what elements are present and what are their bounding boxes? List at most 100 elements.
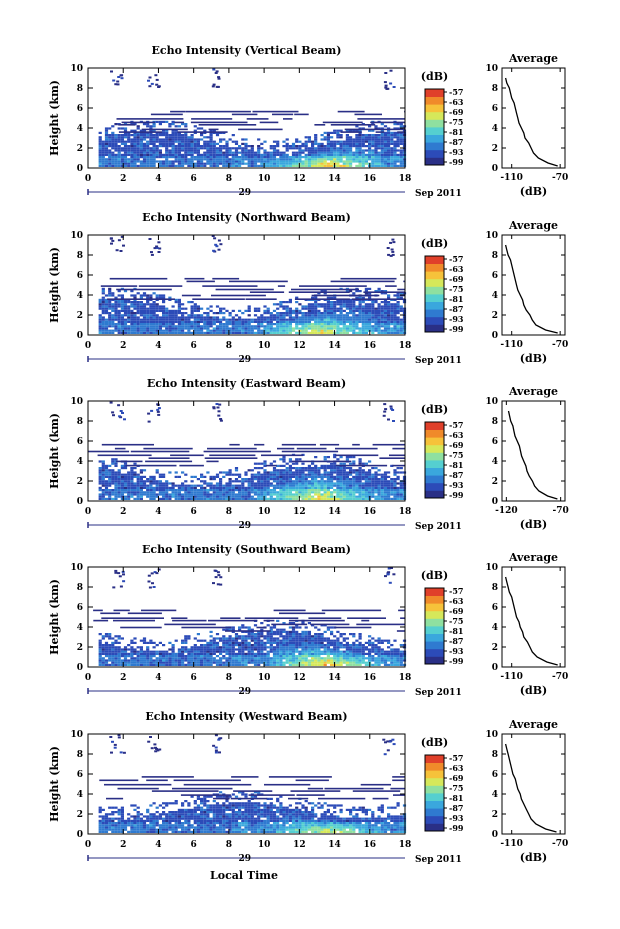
echo-cell	[250, 489, 254, 492]
echo-cell	[117, 156, 121, 159]
echo-cell	[120, 495, 124, 498]
echo-cell	[219, 309, 223, 312]
echo-cell	[111, 650, 115, 653]
echo-cell	[339, 140, 343, 143]
echo-cell	[101, 462, 105, 465]
echo-cell	[136, 158, 140, 161]
echo-cell	[387, 156, 391, 159]
echo-cell	[364, 473, 368, 476]
echo-cell	[171, 663, 175, 666]
echo-cell	[250, 158, 254, 161]
echo-cell	[269, 493, 273, 496]
echo-cell	[139, 162, 143, 165]
echo-cell	[149, 138, 153, 141]
echo-cell	[311, 158, 315, 161]
echo-cell	[304, 160, 308, 163]
echo-cell	[162, 659, 166, 662]
echo-cell	[136, 475, 140, 478]
echo-cell	[291, 471, 296, 474]
echo-cell	[171, 652, 175, 655]
echo-cell	[336, 136, 340, 139]
echo-cell	[104, 303, 109, 306]
echo-cell	[117, 136, 121, 139]
echo-cell	[317, 318, 321, 321]
echo-cell	[339, 149, 343, 152]
echo-cell	[393, 327, 397, 330]
echo-cell	[190, 655, 194, 658]
echo-cell	[174, 475, 178, 478]
echo-cell	[133, 331, 137, 334]
echo-cell	[260, 493, 264, 496]
echo-cell	[111, 320, 115, 323]
echo-cell	[304, 318, 308, 321]
echo-cell	[269, 325, 273, 328]
echo-cell	[209, 329, 213, 332]
echo-cell	[276, 491, 280, 494]
echo-cell	[333, 312, 337, 315]
echo-cell	[291, 482, 296, 485]
echo-cell	[222, 628, 226, 631]
echo-cell	[368, 312, 372, 315]
echo-cell	[396, 292, 400, 295]
echo-cell	[311, 489, 315, 492]
echo-cell	[257, 493, 261, 496]
echo-cell	[374, 484, 378, 487]
profile-y-tick-label: 8	[492, 417, 498, 427]
echo-cell	[399, 482, 403, 485]
echo-cell	[181, 648, 185, 651]
echo-cell	[212, 648, 216, 651]
echo-cell	[330, 149, 334, 152]
echo-cell	[387, 129, 391, 132]
echo-cell	[120, 661, 124, 664]
echo-cell	[387, 489, 391, 492]
echo-cell	[250, 329, 254, 332]
echo-cell	[123, 147, 128, 150]
echo-cell	[326, 491, 330, 494]
echo-cell	[326, 482, 330, 485]
echo-cell	[150, 82, 154, 85]
echo-cell	[98, 305, 102, 308]
echo-cell	[215, 162, 220, 165]
echo-cell	[276, 153, 280, 156]
echo-cell	[190, 489, 194, 492]
echo-cell	[304, 469, 308, 472]
echo-cell	[123, 495, 128, 498]
echo-cell	[149, 318, 153, 321]
echo-cell	[136, 149, 140, 152]
echo-cell	[390, 248, 394, 251]
echo-cell	[114, 296, 118, 299]
echo-cell	[174, 153, 178, 156]
echo-cell	[162, 644, 166, 647]
echo-cell	[114, 329, 118, 332]
echo-cell	[219, 471, 223, 474]
echo-cell	[231, 637, 235, 640]
echo-cell	[390, 162, 394, 165]
echo-cell	[269, 475, 273, 478]
echo-cell	[219, 418, 223, 420]
echo-cell	[257, 482, 261, 485]
echo-cell	[282, 156, 286, 159]
echo-cell	[146, 307, 150, 310]
echo-cell	[326, 147, 330, 150]
echo-cell	[279, 482, 283, 485]
echo-cell	[146, 646, 150, 649]
echo-cell	[311, 160, 315, 163]
echo-cell	[146, 309, 150, 312]
echo-cell	[196, 325, 200, 328]
echo-cell	[349, 164, 353, 167]
echo-cell	[98, 329, 102, 332]
echo-cell	[196, 650, 200, 653]
echo-cell	[260, 162, 264, 165]
echo-cell	[301, 325, 305, 328]
echo-cell	[393, 158, 397, 161]
echo-cell	[288, 460, 292, 463]
echo-cell	[383, 325, 388, 328]
echo-cell	[330, 158, 334, 161]
echo-cell	[330, 147, 334, 150]
echo-cell	[333, 325, 337, 328]
echo-cell	[257, 478, 261, 481]
echo-cell	[266, 325, 270, 328]
echo-cell	[219, 659, 223, 662]
echo-cell	[260, 316, 264, 319]
echo-cell	[304, 484, 308, 487]
